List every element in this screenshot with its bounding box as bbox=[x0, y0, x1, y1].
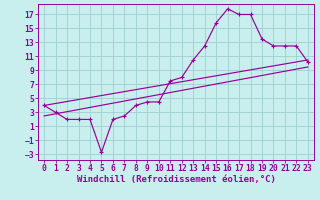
X-axis label: Windchill (Refroidissement éolien,°C): Windchill (Refroidissement éolien,°C) bbox=[76, 175, 276, 184]
